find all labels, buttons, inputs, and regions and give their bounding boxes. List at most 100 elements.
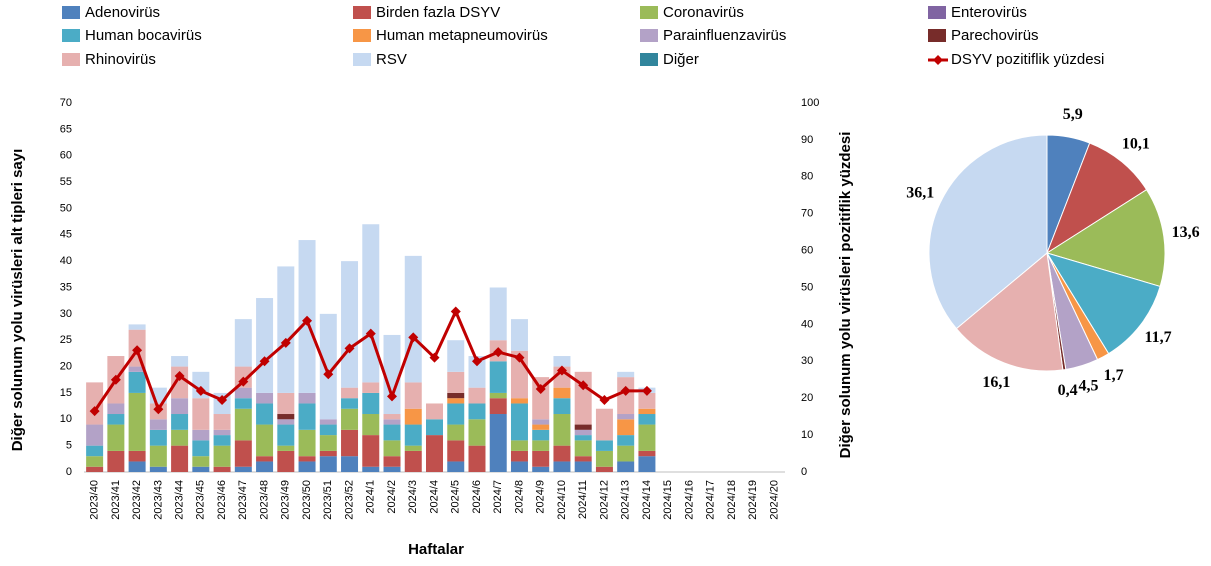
bar-segment bbox=[277, 424, 295, 446]
line-marker bbox=[408, 332, 419, 343]
bar-segment bbox=[234, 387, 252, 399]
x-tick-label: 2023/43 bbox=[152, 480, 164, 520]
x-tick-label: 2024/1 bbox=[365, 480, 377, 514]
legend-label: Parechovirüs bbox=[951, 27, 1039, 44]
bar-segment bbox=[447, 424, 465, 441]
legend-label: Diğer bbox=[663, 51, 699, 68]
bar-segment bbox=[256, 456, 274, 462]
bar-segment bbox=[595, 440, 613, 451]
y2-tick-label: 10 bbox=[801, 429, 813, 441]
pie-label: 13,6 bbox=[1172, 224, 1200, 241]
bar-segment bbox=[171, 356, 189, 367]
legend-label: Human bocavirüs bbox=[85, 27, 202, 44]
x-tick-label: 2024/2 bbox=[386, 480, 398, 514]
pie-label: 11,7 bbox=[1145, 329, 1172, 346]
y2-tick-label: 60 bbox=[801, 245, 813, 257]
legend-swatch bbox=[640, 6, 658, 19]
x-tick-label: 2024/18 bbox=[726, 480, 738, 520]
bar-segment bbox=[277, 266, 295, 393]
bar-segment bbox=[638, 392, 656, 409]
bar-segment bbox=[171, 445, 189, 472]
bar-segment bbox=[489, 398, 507, 415]
legend-swatch bbox=[928, 29, 946, 42]
bar-segment bbox=[298, 456, 316, 462]
x-tick-label: 2024/8 bbox=[513, 480, 525, 514]
x-tick-label: 2024/15 bbox=[662, 480, 674, 520]
line-marker bbox=[323, 369, 334, 380]
bar-segment bbox=[319, 313, 337, 420]
bar-segment bbox=[447, 392, 465, 399]
x-tick-label: 2024/4 bbox=[428, 480, 440, 514]
bar-segment bbox=[149, 466, 167, 472]
y-tick-label: 65 bbox=[60, 123, 72, 135]
bar-segment bbox=[532, 424, 550, 430]
y2-tick-label: 50 bbox=[801, 281, 813, 293]
line-marker bbox=[195, 385, 206, 396]
bar-segment bbox=[383, 419, 401, 425]
legend-swatch bbox=[640, 29, 658, 42]
x-tick-label: 2023/42 bbox=[131, 480, 143, 520]
bar-segment bbox=[362, 382, 380, 393]
bar-segment bbox=[192, 456, 210, 467]
bar-segment bbox=[256, 403, 274, 425]
bar-segment bbox=[426, 403, 443, 420]
legend-swatch bbox=[353, 29, 371, 42]
bar-segment bbox=[213, 414, 231, 430]
bar-segment bbox=[489, 392, 507, 399]
bar-segment bbox=[510, 450, 528, 462]
pie-label: 1,7 bbox=[1104, 367, 1124, 384]
bar-segment bbox=[341, 261, 359, 388]
bar-segment bbox=[553, 398, 571, 415]
bar-segment bbox=[553, 461, 571, 472]
bar-segment bbox=[277, 450, 295, 472]
bar-segment bbox=[107, 424, 125, 451]
y-tick-label: 55 bbox=[60, 176, 72, 188]
line-marker bbox=[344, 343, 355, 354]
bar-segment bbox=[468, 387, 486, 404]
bar-segment bbox=[362, 466, 380, 472]
bar-segment bbox=[510, 440, 528, 451]
bar-segment bbox=[553, 356, 571, 367]
line-marker bbox=[153, 404, 164, 415]
bar-segment bbox=[213, 445, 231, 467]
bar-segment bbox=[341, 387, 359, 399]
x-tick-label: 2024/10 bbox=[556, 480, 568, 520]
x-tick-label: 2024/5 bbox=[450, 480, 462, 514]
bar-segment bbox=[510, 398, 528, 404]
bar-segment bbox=[171, 398, 189, 415]
line-marker bbox=[217, 395, 228, 406]
pie-label: 4,5 bbox=[1079, 377, 1099, 394]
line-marker bbox=[110, 374, 121, 385]
y2-tick-label: 20 bbox=[801, 392, 813, 404]
line-marker bbox=[556, 365, 567, 376]
bar-segment bbox=[234, 440, 252, 467]
pie-label: 10,1 bbox=[1122, 135, 1150, 152]
bar-segment bbox=[149, 445, 167, 467]
bar-segment bbox=[638, 456, 656, 472]
bar-segment bbox=[468, 356, 486, 388]
bar-segment bbox=[595, 466, 613, 472]
line-marker bbox=[280, 337, 291, 348]
bar-segment bbox=[341, 408, 359, 430]
y2-tick-label: 100 bbox=[801, 97, 819, 109]
bar-segment bbox=[447, 340, 465, 372]
line-marker bbox=[493, 347, 504, 358]
y-tick-label: 60 bbox=[60, 150, 72, 162]
line-marker bbox=[132, 345, 143, 356]
bar-segment bbox=[234, 408, 252, 441]
bar-segment bbox=[468, 403, 486, 420]
bar-segment bbox=[574, 424, 592, 430]
x-tick-label: 2023/45 bbox=[195, 480, 207, 520]
x-tick-label: 2023/50 bbox=[301, 480, 313, 520]
bar-segment bbox=[638, 408, 656, 415]
y-tick-label: 10 bbox=[60, 413, 72, 425]
bar-segment bbox=[595, 450, 613, 467]
bar-segment bbox=[510, 461, 528, 472]
bar-segment bbox=[86, 466, 104, 472]
x-tick-label: 2024/11 bbox=[577, 480, 589, 519]
x-tick-label: 2023/48 bbox=[258, 480, 270, 520]
bar-segment bbox=[192, 398, 210, 430]
bar-segment bbox=[192, 429, 210, 441]
bar-segment bbox=[638, 450, 656, 457]
legend-swatch bbox=[928, 6, 946, 19]
